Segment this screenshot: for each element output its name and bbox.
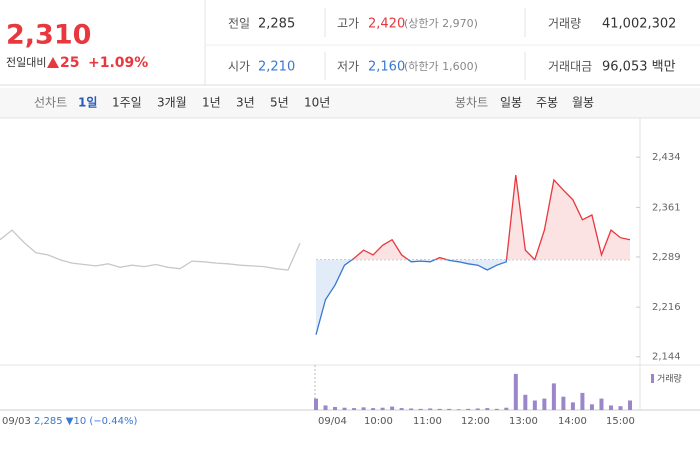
stat-value: 2,160	[368, 60, 405, 75]
period-button[interactable]: 일봉	[500, 96, 522, 110]
volume-bar	[608, 405, 613, 410]
period-button[interactable]: 월봉	[572, 96, 594, 110]
volume-bar	[390, 406, 395, 410]
volume-bar	[523, 394, 528, 410]
stat-label: 고가	[337, 17, 359, 31]
x-tick-label: 13:00	[509, 416, 538, 427]
stat-label: 거래대금	[548, 60, 592, 74]
volume-bar	[466, 408, 471, 410]
y-tick-label: 2,434	[652, 152, 681, 163]
y-tick-label: 2,144	[652, 352, 681, 363]
stat-label: 시가	[228, 60, 250, 74]
volume-legend: 거래량	[657, 373, 682, 385]
volume-bar	[561, 396, 566, 410]
area-down	[316, 259, 507, 335]
change-label: 전일대비	[6, 55, 46, 69]
toolbar-label: 선차트	[34, 96, 67, 110]
change-pct: +1.09%	[88, 55, 148, 71]
volume-bar	[504, 407, 509, 410]
y-tick-label: 2,361	[652, 202, 681, 213]
volume-bar	[542, 398, 547, 410]
x-tick-label: 09/04	[318, 416, 347, 427]
period-button[interactable]: 1년	[202, 96, 221, 110]
volume-bar	[361, 407, 366, 410]
volume-legend-swatch	[651, 374, 654, 383]
volume-bar	[618, 406, 623, 410]
stat-note: (상한가 2,970)	[404, 17, 478, 30]
stat-value: 96,053 백만	[602, 60, 676, 75]
stat-label: 저가	[337, 60, 359, 74]
volume-bar	[570, 402, 575, 410]
volume-bar	[580, 392, 585, 410]
volume-bar	[352, 408, 357, 410]
volume-bar	[380, 407, 385, 410]
volume-bar	[399, 408, 404, 410]
volume-bar	[494, 408, 499, 410]
area-up	[316, 175, 630, 260]
y-tick-label: 2,289	[652, 252, 681, 263]
stat-label: 전일	[228, 17, 250, 31]
prev-day-note: 2,285 ▼10 (−0.44%)	[34, 416, 137, 427]
y-tick-label: 2,216	[652, 302, 681, 313]
volume-bar	[485, 408, 490, 410]
x-tick-label: 10:00	[364, 416, 393, 427]
up-arrow	[47, 57, 59, 68]
volume-bar	[551, 383, 556, 410]
x-tick-label: 12:00	[461, 416, 490, 427]
volume-bar	[428, 408, 433, 410]
volume-bar	[532, 400, 537, 410]
change: 25	[60, 55, 79, 71]
period-button[interactable]: 1주일	[112, 96, 142, 110]
volume-bar	[628, 400, 632, 410]
volume-bar	[447, 408, 452, 410]
stat-value: 2,210	[258, 60, 295, 75]
period-button[interactable]: 1일	[78, 96, 97, 110]
volume-bar	[475, 408, 480, 410]
stat-value: 2,420	[368, 17, 405, 32]
volume-bar	[418, 408, 423, 410]
toolbar	[0, 88, 700, 118]
volume-bar	[589, 404, 594, 410]
stat-value: 2,285	[258, 17, 295, 32]
volume-bar	[333, 406, 338, 410]
x-tick-label: 14:00	[558, 416, 587, 427]
price-line-down	[315, 259, 536, 335]
x-tick-label: 09/03	[2, 416, 31, 427]
volume-bar	[342, 407, 347, 410]
toolbar-label: 봉차트	[455, 96, 488, 110]
stat-value: 41,002,302	[602, 17, 676, 32]
stat-note: (하한가 1,600)	[404, 59, 478, 73]
volume-bar	[456, 409, 461, 410]
period-button[interactable]: 주봉	[536, 96, 558, 110]
volume-bar	[314, 398, 318, 410]
period-button[interactable]: 5년	[270, 96, 289, 110]
period-button[interactable]: 3년	[236, 96, 255, 110]
volume-bar	[437, 408, 442, 410]
stat-label: 거래량	[548, 17, 581, 31]
x-tick-label: 15:00	[606, 416, 635, 427]
price: 2,310	[6, 20, 91, 51]
period-button[interactable]: 10년	[304, 96, 330, 110]
volume-bar	[323, 405, 328, 410]
volume-bar	[409, 408, 414, 410]
volume-bar	[599, 398, 604, 410]
volume-bar	[513, 373, 518, 410]
volume-bar	[371, 408, 376, 410]
price-line	[0, 229, 301, 271]
period-button[interactable]: 3개월	[157, 96, 187, 110]
x-tick-label: 11:00	[413, 416, 442, 427]
price-line-up	[351, 175, 631, 260]
